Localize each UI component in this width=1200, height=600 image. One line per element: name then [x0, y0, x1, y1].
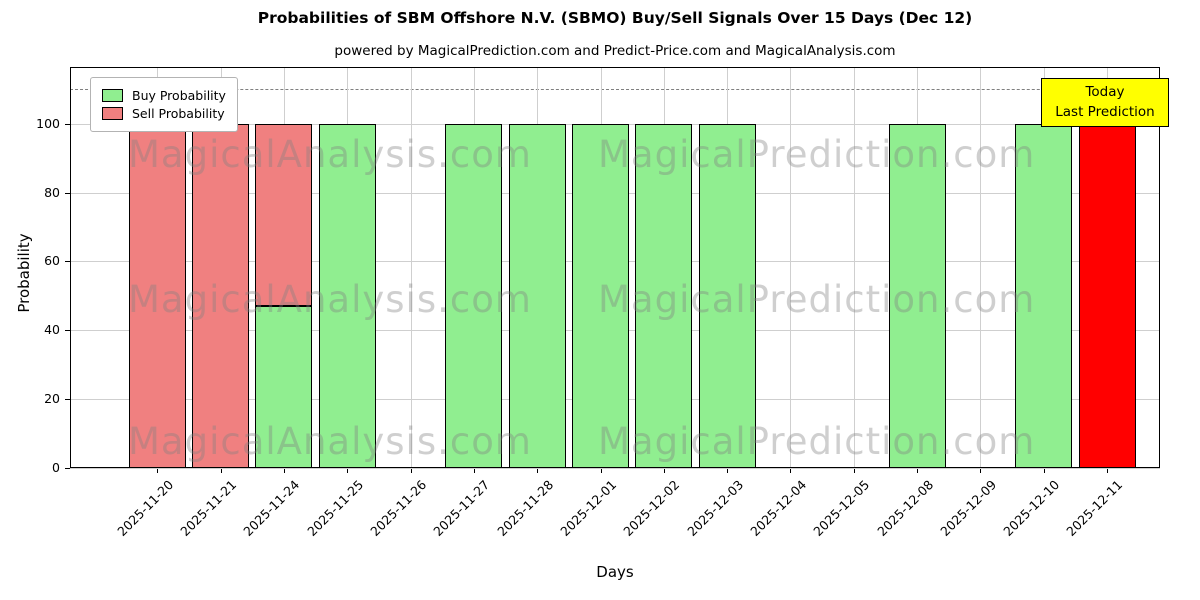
- chart-subtitle: powered by MagicalPrediction.com and Pre…: [334, 43, 896, 59]
- x-tick-mark: [283, 468, 285, 473]
- x-tick-label: 2025-11-26: [367, 477, 430, 539]
- x-tick-mark: [727, 468, 729, 473]
- legend-swatch: [102, 89, 123, 102]
- x-tick-mark: [1043, 468, 1045, 473]
- bar-buy-probability: [635, 123, 693, 468]
- x-tick-mark: [790, 468, 792, 473]
- x-tick-label: 2025-11-21: [177, 477, 240, 539]
- x-tick-mark: [347, 468, 349, 473]
- x-tick-label: 2025-12-01: [557, 477, 620, 539]
- x-tick-label: 2025-12-10: [1000, 477, 1063, 539]
- x-tick-label: 2025-11-24: [240, 477, 303, 539]
- y-tick-label: 60: [44, 253, 60, 269]
- today-annotation-line1: Today: [1085, 84, 1125, 100]
- bar-buy-probability: [445, 123, 503, 468]
- y-tick-label: 40: [44, 322, 60, 338]
- legend-swatch: [102, 107, 123, 120]
- dashed-threshold-line: [70, 89, 1160, 91]
- legend-item: Buy Probability: [102, 88, 226, 103]
- watermark-text: MagicalAnalysis.com: [128, 133, 532, 176]
- legend: Buy Probability Sell Probability: [90, 77, 238, 132]
- watermark-text: MagicalPrediction.com: [598, 133, 1036, 176]
- x-tick-mark: [537, 468, 539, 473]
- x-gridline: [790, 67, 792, 468]
- x-tick-label: 2025-11-27: [430, 477, 493, 539]
- y-tick-mark: [65, 399, 70, 401]
- y-tick-label: 100: [36, 115, 60, 131]
- bar-buy-probability: [572, 123, 629, 468]
- x-tick-label: 2025-11-25: [303, 477, 366, 539]
- y-tick-mark: [65, 468, 70, 469]
- x-gridline: [980, 67, 982, 468]
- x-tick-label: 2025-12-09: [937, 477, 1000, 539]
- x-gridline: [410, 67, 412, 468]
- bar-buy-probability: [318, 123, 376, 468]
- x-tick-mark: [1107, 468, 1109, 473]
- bar-buy-probability: [508, 123, 566, 468]
- legend-label: Buy Probability: [132, 88, 226, 103]
- bar-sell-probability: [128, 123, 186, 468]
- bar-buy-probability: [1015, 123, 1073, 468]
- legend-item: Sell Probability: [102, 106, 226, 121]
- y-axis-label: Probability: [15, 233, 33, 313]
- x-tick-mark: [410, 468, 412, 473]
- y-tick-mark: [65, 261, 70, 263]
- x-tick-mark: [980, 468, 982, 473]
- x-tick-label: 2025-12-08: [873, 477, 936, 539]
- watermark-text: MagicalAnalysis.com: [128, 420, 532, 463]
- x-tick-label: 2025-12-05: [810, 477, 873, 539]
- watermark-text: MagicalAnalysis.com: [128, 278, 532, 321]
- bar-sell-probability: [255, 123, 313, 307]
- bar-today-prediction: [1078, 123, 1136, 468]
- x-tick-label: 2025-12-03: [683, 477, 746, 539]
- x-axis-label: Days: [596, 563, 634, 581]
- bar-buy-probability: [698, 123, 756, 468]
- x-tick-mark: [663, 468, 665, 473]
- x-tick-label: 2025-11-28: [493, 477, 556, 539]
- today-annotation-line2: Last Prediction: [1055, 103, 1155, 120]
- x-tick-mark: [220, 468, 222, 473]
- bar-buy-probability: [255, 306, 313, 468]
- x-tick-mark: [473, 468, 475, 473]
- y-tick-mark: [65, 192, 70, 194]
- y-tick-label: 0: [52, 460, 60, 475]
- y-gridline: [70, 468, 1160, 469]
- y-tick-mark: [65, 123, 70, 125]
- y-tick-label: 20: [44, 391, 60, 407]
- x-tick-label: 2025-12-04: [747, 477, 810, 539]
- chart-title: Probabilities of SBM Offshore N.V. (SBMO…: [257, 9, 973, 27]
- today-annotation: Today Last Prediction: [1041, 78, 1169, 128]
- watermark-text: MagicalPrediction.com: [598, 278, 1036, 321]
- watermark-text: MagicalPrediction.com: [598, 420, 1036, 463]
- x-tick-mark: [600, 468, 602, 473]
- bar-buy-probability: [888, 123, 946, 468]
- y-tick-label: 80: [44, 184, 60, 200]
- x-gridline: [853, 67, 855, 468]
- x-tick-label: 2025-12-11: [1063, 477, 1126, 539]
- y-tick-mark: [65, 330, 70, 332]
- x-tick-mark: [917, 468, 919, 473]
- x-tick-mark: [853, 468, 855, 473]
- x-tick-mark: [157, 468, 159, 473]
- x-tick-label: 2025-11-20: [113, 477, 176, 539]
- x-tick-label: 2025-12-02: [620, 477, 683, 539]
- legend-label: Sell Probability: [132, 106, 225, 121]
